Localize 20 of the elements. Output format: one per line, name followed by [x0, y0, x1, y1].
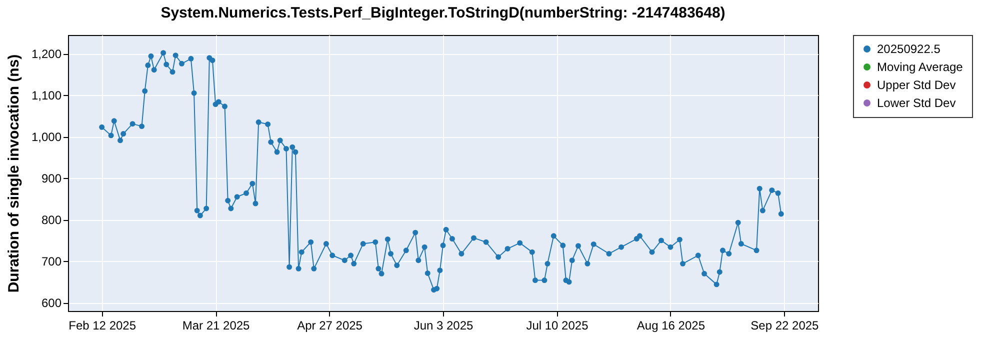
- legend-label: 20250922.5: [877, 42, 941, 56]
- y-tick-label: 900: [41, 172, 62, 186]
- legend-label: Moving Average: [877, 60, 964, 74]
- legend-label: Upper Std Dev: [877, 78, 956, 92]
- x-tick-label: Mar 21 2025: [182, 318, 250, 332]
- y-tick-label: 1,000: [31, 130, 62, 144]
- x-tick-label: Feb 12 2025: [68, 318, 136, 332]
- y-tick-label: 800: [41, 213, 62, 228]
- y-tick-label: 1,200: [31, 47, 62, 62]
- y-tick-label: 1,100: [31, 88, 62, 103]
- legend-label: Lower Std Dev: [877, 96, 956, 110]
- chart-title: System.Numerics.Tests.Perf_BigInteger.ToStringD(numberString: -2147483648): [160, 4, 726, 22]
- x-tick-label: Sep 22 2025: [750, 318, 820, 332]
- y-axis-title: Duration of single invocation (ns): [5, 54, 22, 293]
- x-tick-label: Jun 3 2025: [414, 318, 474, 332]
- y-tick-label: 600: [41, 296, 62, 310]
- y-tick-label: 700: [41, 254, 62, 269]
- x-tick-label: Apr 27 2025: [297, 318, 363, 332]
- x-tick-label: Jul 10 2025: [526, 318, 589, 332]
- x-tick-label: Aug 16 2025: [636, 318, 706, 332]
